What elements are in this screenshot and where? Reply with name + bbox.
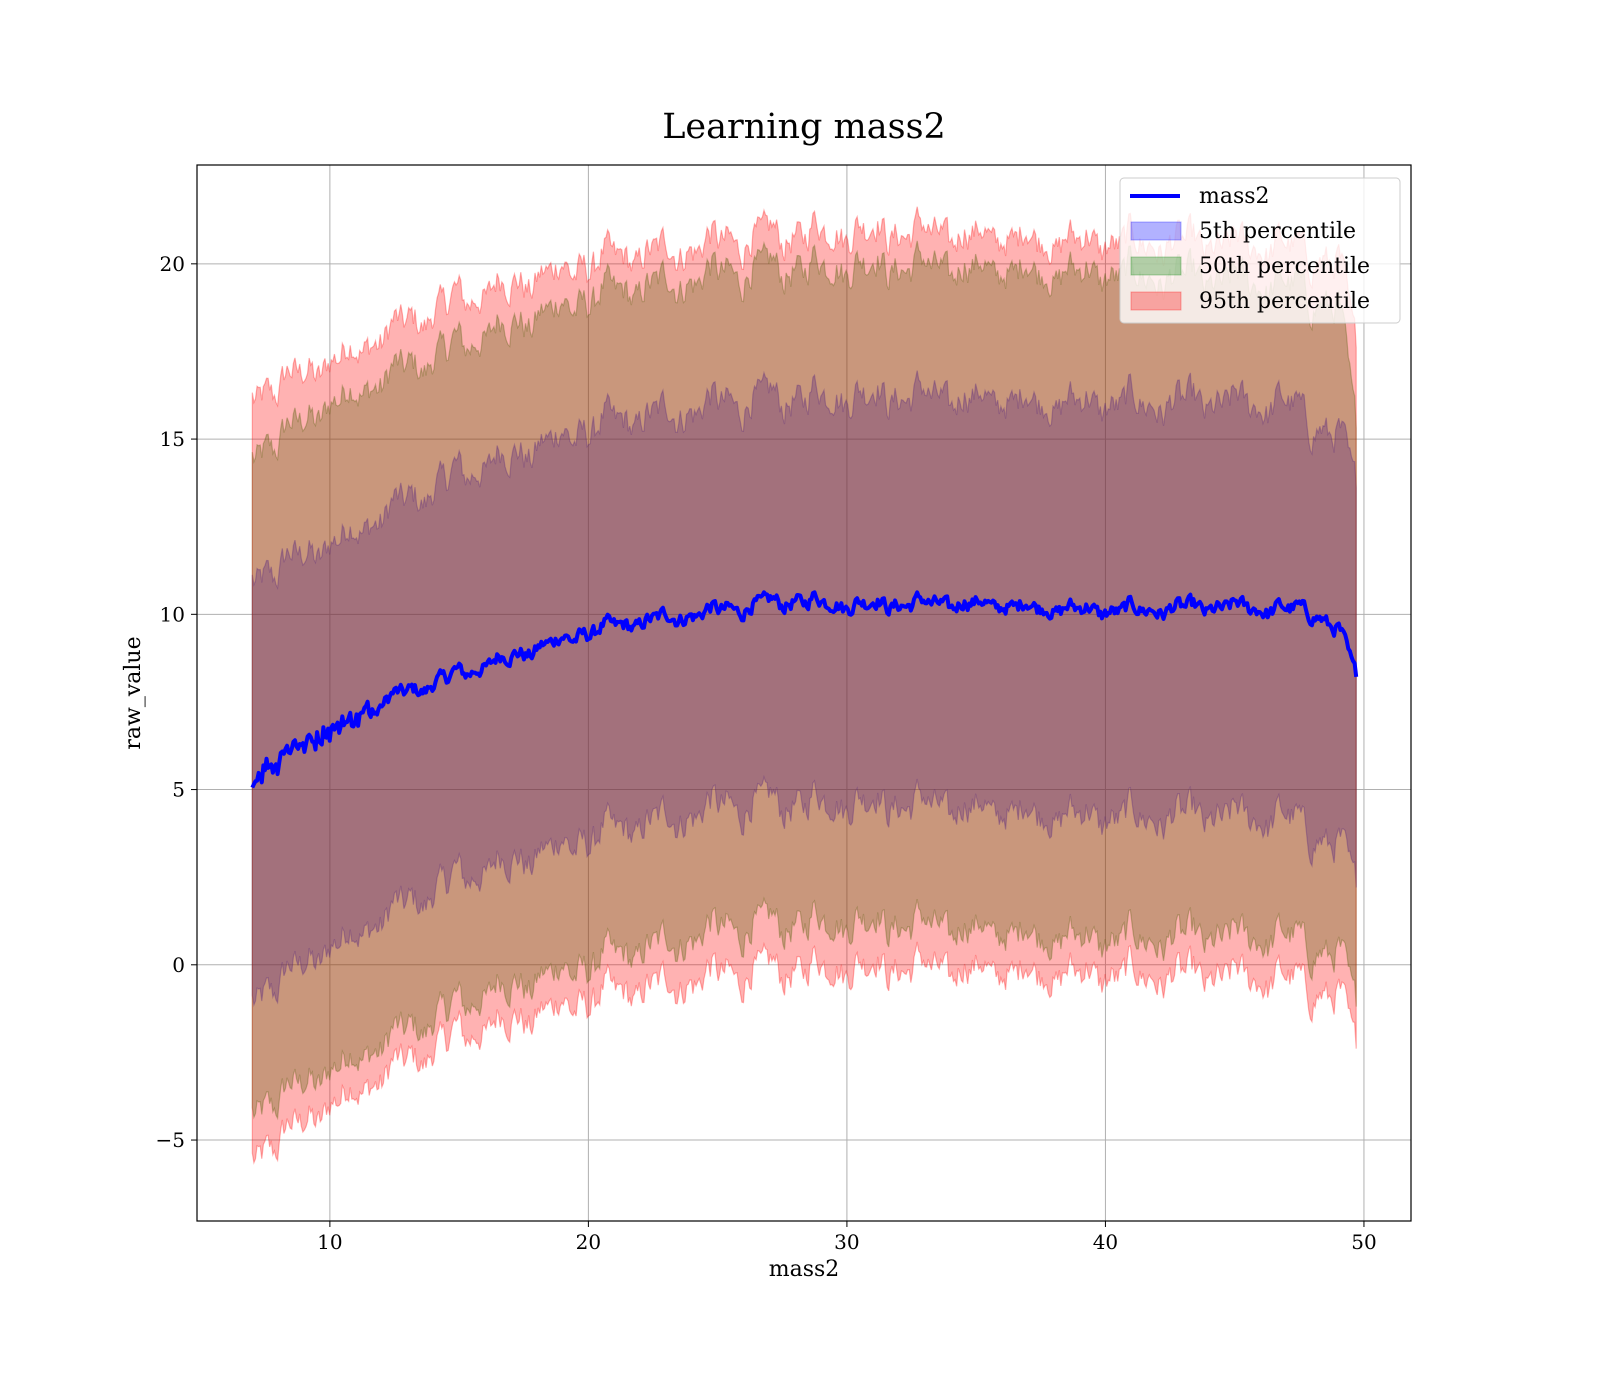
x-tick-label: 30 bbox=[834, 1230, 859, 1254]
legend-label: 5th percentile bbox=[1199, 219, 1356, 244]
bands bbox=[251, 206, 1357, 1165]
legend-patch-icon bbox=[1130, 291, 1182, 311]
y-tick-label: 0 bbox=[172, 953, 185, 977]
line-mass2 bbox=[250, 590, 1359, 789]
plot-frame bbox=[196, 164, 1412, 1222]
y-tick-label: 20 bbox=[160, 252, 185, 276]
legend-label: 95th percentile bbox=[1199, 289, 1370, 314]
legend: mass2 5th percentile 50th percentile 95th p… bbox=[1119, 177, 1401, 324]
legend-label: mass2 bbox=[1199, 184, 1270, 209]
band-95th-percentile bbox=[251, 206, 1357, 1165]
legend-label: 50th percentile bbox=[1199, 254, 1370, 279]
ticks: 10 20 30 40 50 −5 0 5 10 15 20 bbox=[156, 252, 1377, 1254]
x-axis-label: mass2 bbox=[769, 1257, 840, 1282]
legend-box bbox=[1119, 177, 1401, 324]
grid bbox=[197, 165, 1411, 1221]
y-tick-label: −5 bbox=[156, 1128, 185, 1152]
x-tick-label: 10 bbox=[317, 1230, 342, 1254]
x-tick-label: 20 bbox=[576, 1230, 601, 1254]
y-tick-label: 5 bbox=[172, 778, 185, 802]
legend-patch-icon bbox=[1130, 256, 1182, 276]
x-tick-label: 50 bbox=[1351, 1230, 1376, 1254]
chart-title: Learning mass2 bbox=[662, 107, 946, 147]
y-tick-label: 10 bbox=[160, 602, 185, 626]
legend-patch-icon bbox=[1130, 221, 1182, 241]
y-tick-label: 15 bbox=[160, 427, 185, 451]
y-axis-label: raw_value bbox=[121, 636, 146, 749]
lines bbox=[250, 590, 1359, 789]
band-50th-percentile bbox=[251, 240, 1357, 1121]
x-tick-label: 40 bbox=[1093, 1230, 1118, 1254]
band-5th-percentile bbox=[251, 370, 1357, 1008]
